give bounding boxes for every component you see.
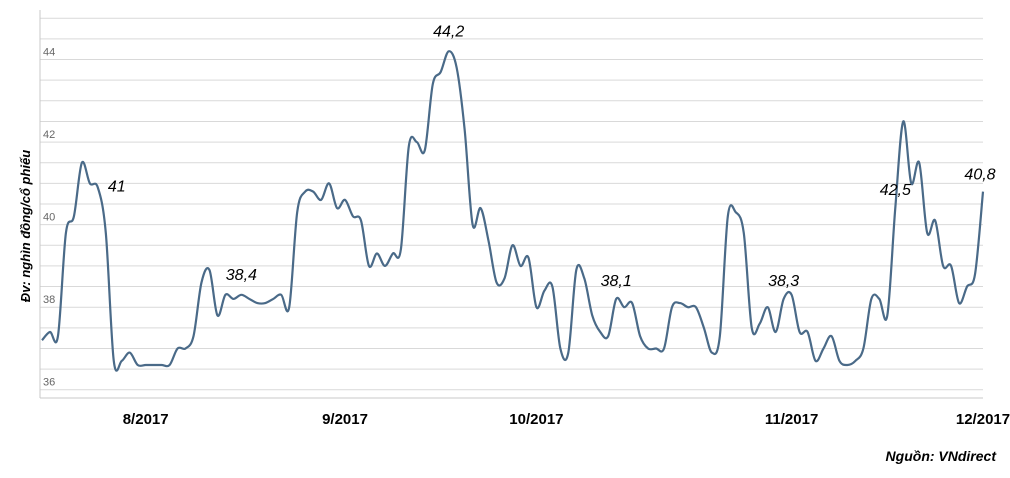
axes	[39, 10, 983, 399]
y-axis-ticks: 36 38 40 42 44	[43, 47, 55, 389]
y-tick-label: 44	[43, 47, 55, 59]
x-tick-label: 11/2017	[765, 411, 818, 428]
data-label: 38,3	[768, 273, 799, 290]
price-line	[41, 50, 985, 372]
y-tick-label: 38	[43, 294, 55, 306]
y-tick-label: 42	[43, 129, 55, 141]
y-tick-label: 40	[43, 212, 55, 224]
x-tick-label: 12/2017	[956, 411, 1010, 428]
series	[41, 50, 985, 372]
y-axis-title: Đv: nghìn đồng/cổ phiếu	[18, 150, 33, 302]
x-tick-label: 8/2017	[123, 411, 169, 428]
x-tick-label: 10/2017	[509, 411, 563, 428]
y-tick-label: 36	[43, 377, 55, 389]
data-label: 44,2	[433, 23, 464, 40]
source-note: Nguồn: VNdirect	[885, 448, 996, 464]
data-label: 38,4	[226, 267, 257, 284]
grid	[40, 17, 983, 391]
data-label: 42,5	[880, 182, 911, 199]
x-tick-label: 9/2017	[322, 411, 368, 428]
data-labels: 41 38,4 44,2 38,1 38,3 42,5 40,8	[108, 23, 996, 290]
data-label: 38,1	[601, 273, 632, 290]
data-label: 40,8	[964, 167, 995, 184]
data-label: 41	[108, 178, 126, 195]
